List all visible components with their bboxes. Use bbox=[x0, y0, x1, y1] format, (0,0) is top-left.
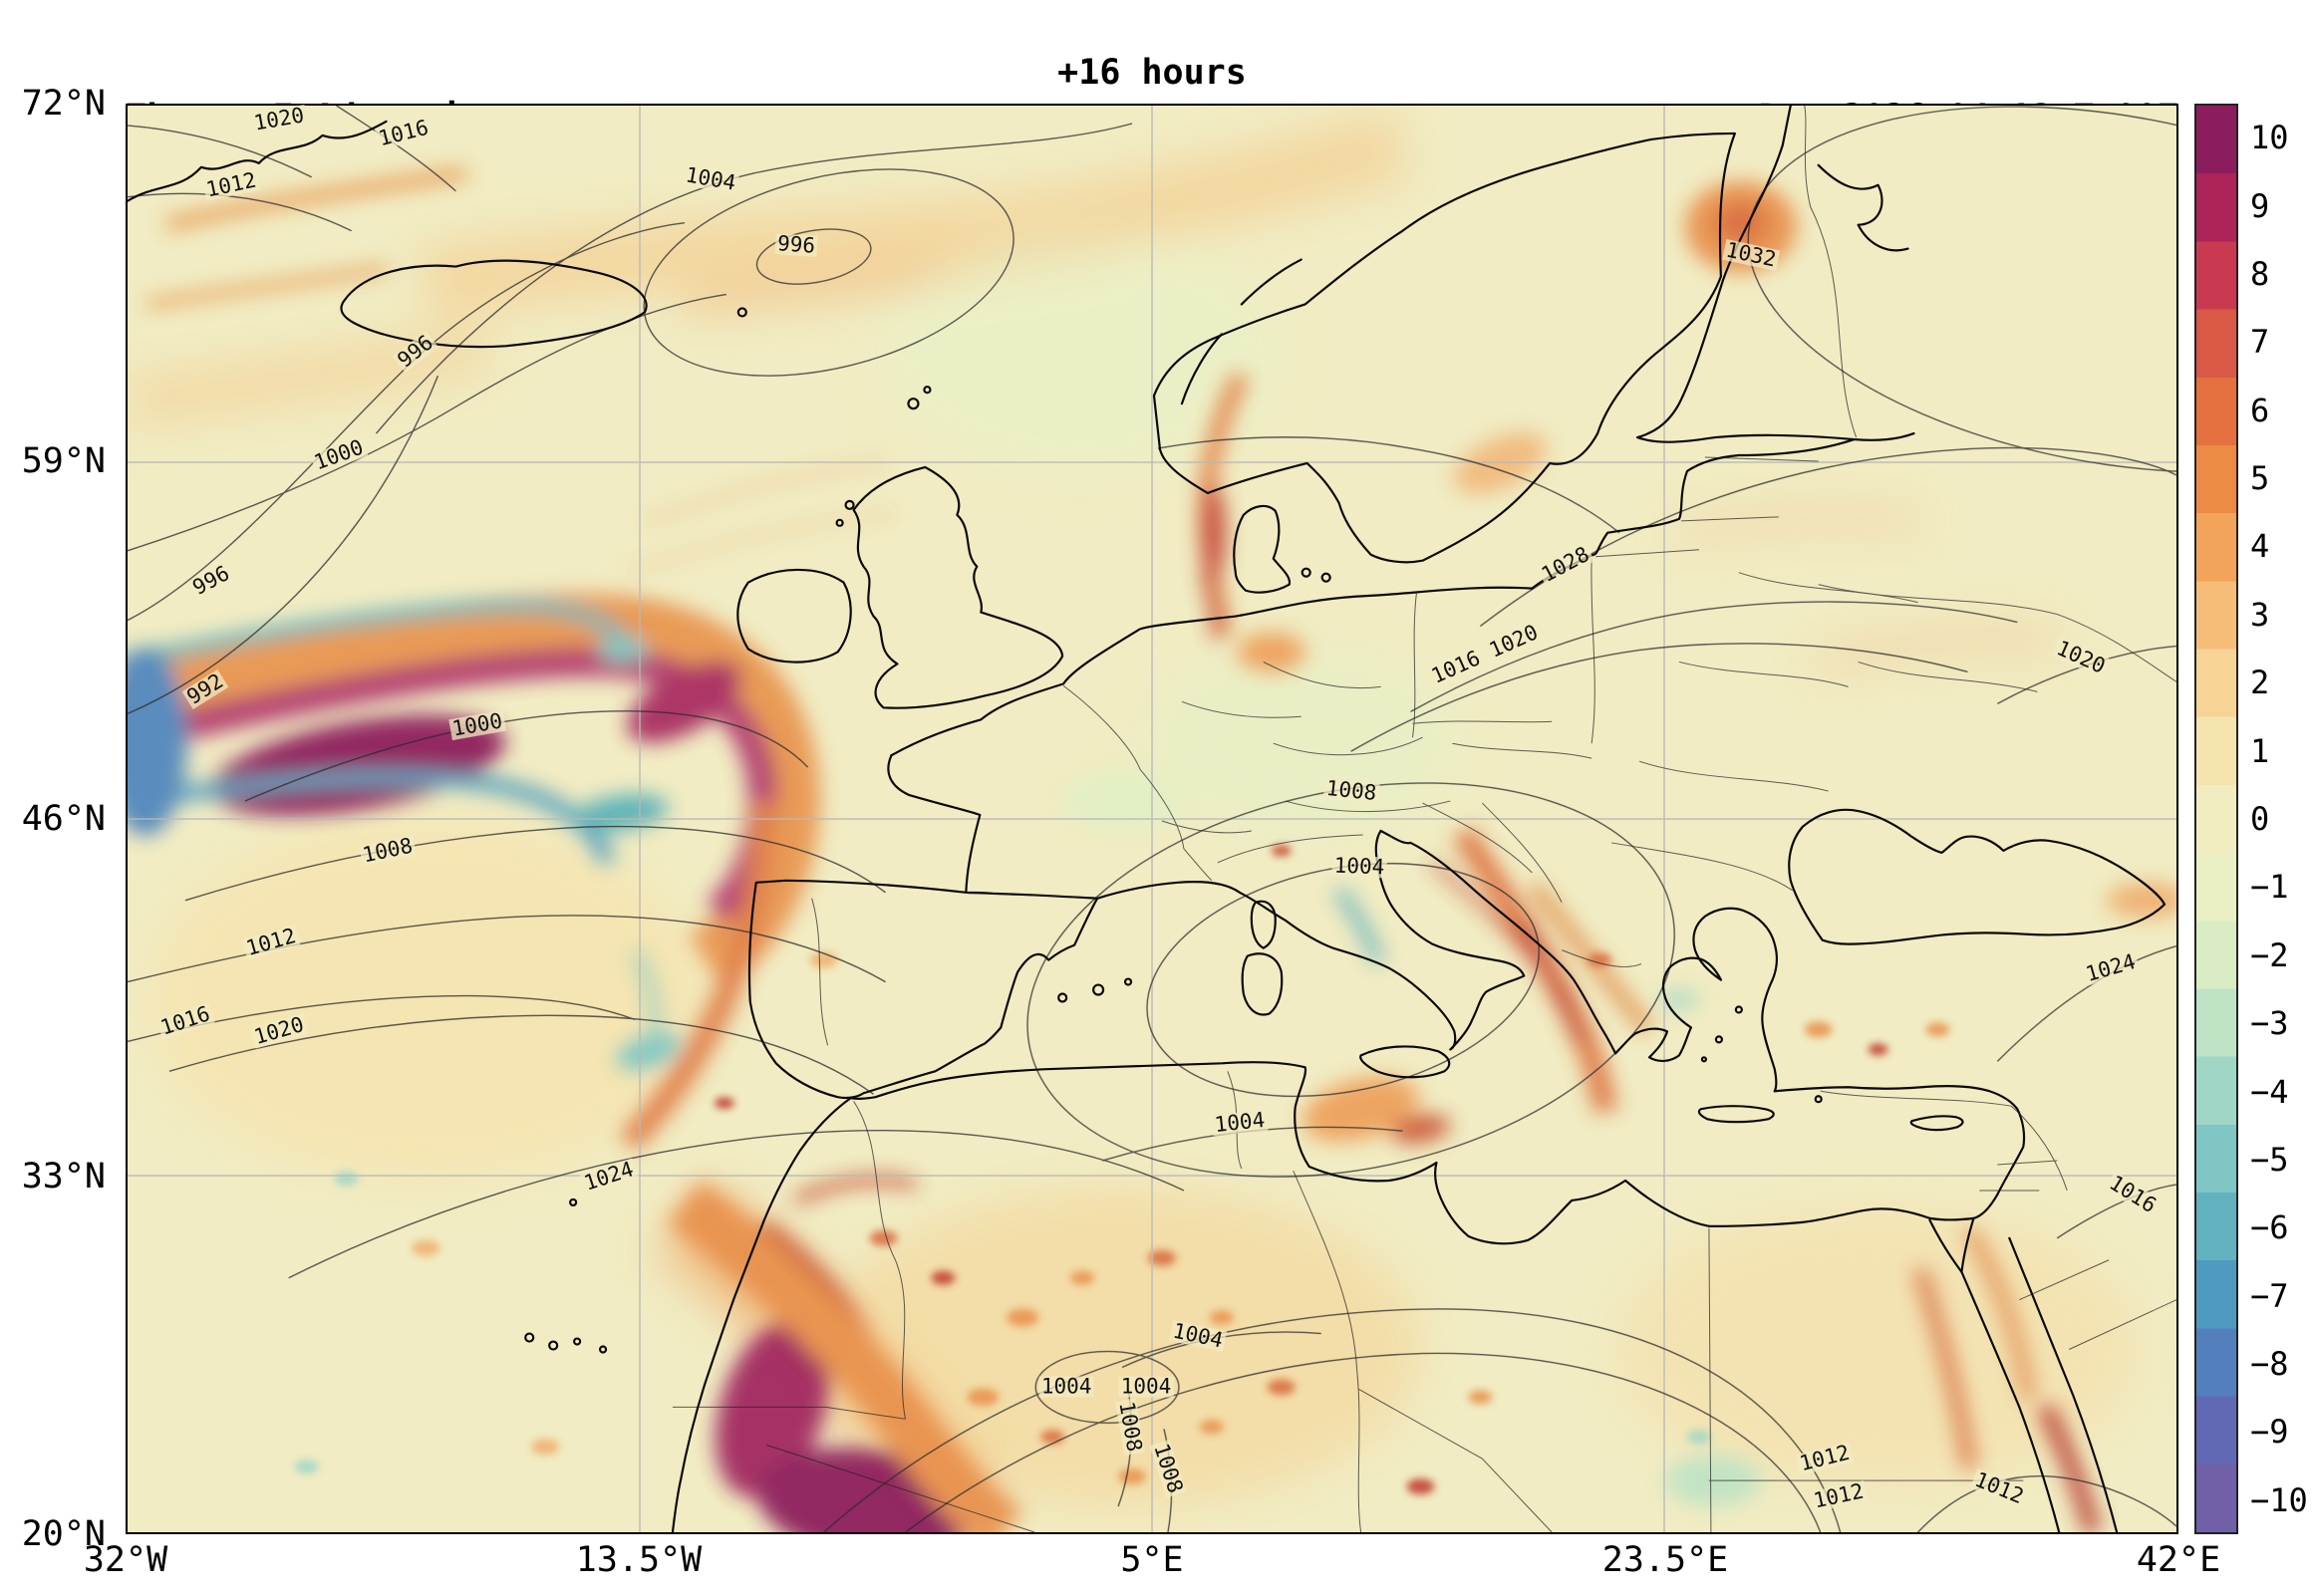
isobar-label: 1008 bbox=[1114, 1398, 1147, 1456]
lat-tick-label: 72°N bbox=[21, 84, 106, 124]
isobar-label: 1008 bbox=[1149, 1439, 1188, 1498]
isobar-label: 1012 bbox=[1795, 1440, 1854, 1476]
isobar-label: 1020 bbox=[250, 103, 308, 135]
isobar-label: 1004 bbox=[1038, 1374, 1094, 1399]
isobar-label: 1020 bbox=[2051, 636, 2111, 679]
advection-washes bbox=[128, 112, 2138, 1525]
map-plot-area: 1020 1016 1012 1004 996 996 1000 996 992 1000 1008… bbox=[126, 103, 2178, 1534]
isobar-label: 1000 bbox=[309, 434, 368, 475]
isobar-label: 1012 bbox=[201, 167, 260, 202]
isobar-label: 1024 bbox=[2081, 948, 2141, 986]
colorbar-tick-label: 10 bbox=[2250, 119, 2289, 157]
colorbar-tick-label: 5 bbox=[2250, 459, 2270, 498]
lon-tick-label: 42°E bbox=[2136, 1540, 2221, 1580]
colorbar-tick-label: −10 bbox=[2250, 1480, 2308, 1519]
isobar-label: 1032 bbox=[1721, 237, 1780, 272]
isobar-label: 1016 bbox=[1427, 646, 1486, 689]
colorbar bbox=[2194, 104, 2238, 1534]
colorbar-tick-label: 9 bbox=[2250, 186, 2270, 225]
isobar-label: 1004 bbox=[1118, 1374, 1174, 1399]
lat-tick-label: 46°N bbox=[21, 799, 106, 839]
lat-tick-label: 33°N bbox=[21, 1157, 106, 1197]
isobar-label: 1004 bbox=[1169, 1318, 1227, 1353]
colorbar-tick-label: 3 bbox=[2250, 595, 2270, 634]
lon-tick-label: 13.5°W bbox=[575, 1540, 703, 1580]
grid-lines bbox=[128, 106, 2176, 1532]
isobar-label: 996 bbox=[774, 230, 818, 258]
colorbar-tick-label: −7 bbox=[2250, 1276, 2289, 1315]
isobar-label: 1028 bbox=[1537, 541, 1595, 587]
isobar-label: 1012 bbox=[241, 923, 300, 960]
colorbar-tick-label: −3 bbox=[2250, 1004, 2289, 1043]
isobar-label: 1008 bbox=[1322, 775, 1379, 806]
isobar-label: 992 bbox=[181, 668, 229, 710]
lat-tick-label: 59°N bbox=[21, 441, 106, 481]
colorbar-tick-label: 2 bbox=[2250, 664, 2270, 702]
colorbar-tick-label: −1 bbox=[2250, 868, 2289, 907]
coastlines bbox=[128, 106, 2167, 1532]
lon-tick-label: 5°E bbox=[1120, 1540, 1184, 1580]
colorbar-tick-label: 8 bbox=[2250, 254, 2270, 293]
isobar-label: 1004 bbox=[1211, 1108, 1269, 1138]
latitude-axis: 72°N 59°N 46°N 33°N 20°N bbox=[0, 84, 118, 1554]
country-borders bbox=[672, 106, 2176, 1532]
isobar-label: 1020 bbox=[1485, 620, 1544, 664]
isobar-label: 1020 bbox=[249, 1012, 308, 1050]
colorbar-tick-label: 0 bbox=[2250, 800, 2270, 838]
advection-features bbox=[128, 165, 2176, 1532]
lon-tick-label: 23.5°E bbox=[1601, 1540, 1729, 1580]
isobar-label: 1024 bbox=[579, 1157, 639, 1196]
isobar-label: 996 bbox=[393, 330, 439, 374]
colorbar-tick-label: −9 bbox=[2250, 1413, 2289, 1452]
isobar-label: 1012 bbox=[1809, 1478, 1868, 1513]
isobar-label: 1004 bbox=[1330, 853, 1387, 880]
isobar-label: 1016 bbox=[375, 115, 434, 151]
isobar-label: 1016 bbox=[155, 1001, 215, 1041]
isobar-label: 1012 bbox=[1970, 1467, 2029, 1509]
isobar-label: 996 bbox=[187, 560, 235, 600]
map-canvas bbox=[128, 106, 2176, 1532]
colorbar-tick-label: −8 bbox=[2250, 1345, 2289, 1384]
isobar-label: 1016 bbox=[2104, 1170, 2162, 1218]
lon-tick-label: 32°W bbox=[83, 1540, 168, 1580]
colorbar-tick-label: 4 bbox=[2250, 527, 2270, 566]
isobar-label: 1000 bbox=[448, 708, 507, 741]
colorbar-ticks: 10 9 8 7 6 5 4 3 2 1 0 −1 −2 −3 −4 −5 −6 −7 −8 −9 −10 bbox=[2250, 104, 2312, 1534]
lat-tick-label: 20°N bbox=[21, 1514, 106, 1554]
colorbar-tick-label: 6 bbox=[2250, 391, 2270, 429]
isobar-label: 1008 bbox=[359, 833, 418, 868]
colorbar-tick-label: 7 bbox=[2250, 323, 2270, 362]
colorbar-tick-label: −4 bbox=[2250, 1072, 2289, 1111]
colorbar-tick-label: −6 bbox=[2250, 1208, 2289, 1247]
colorbar-tick-label: −2 bbox=[2250, 935, 2289, 974]
colorbar-tick-label: −5 bbox=[2250, 1140, 2289, 1179]
advection-speckles bbox=[294, 844, 1950, 1495]
isobar-label: 1004 bbox=[682, 162, 739, 195]
isobar-labels-overlay: 1020 1016 1012 1004 996 996 1000 996 992 1000 1008… bbox=[128, 103, 2176, 1532]
longitude-axis: 32°W 13.5°W 5°E 23.5°E 42°E bbox=[84, 1536, 2220, 1588]
colorbar-tick-label: 1 bbox=[2250, 731, 2270, 770]
lead-time: +16 hours bbox=[1057, 53, 1247, 93]
